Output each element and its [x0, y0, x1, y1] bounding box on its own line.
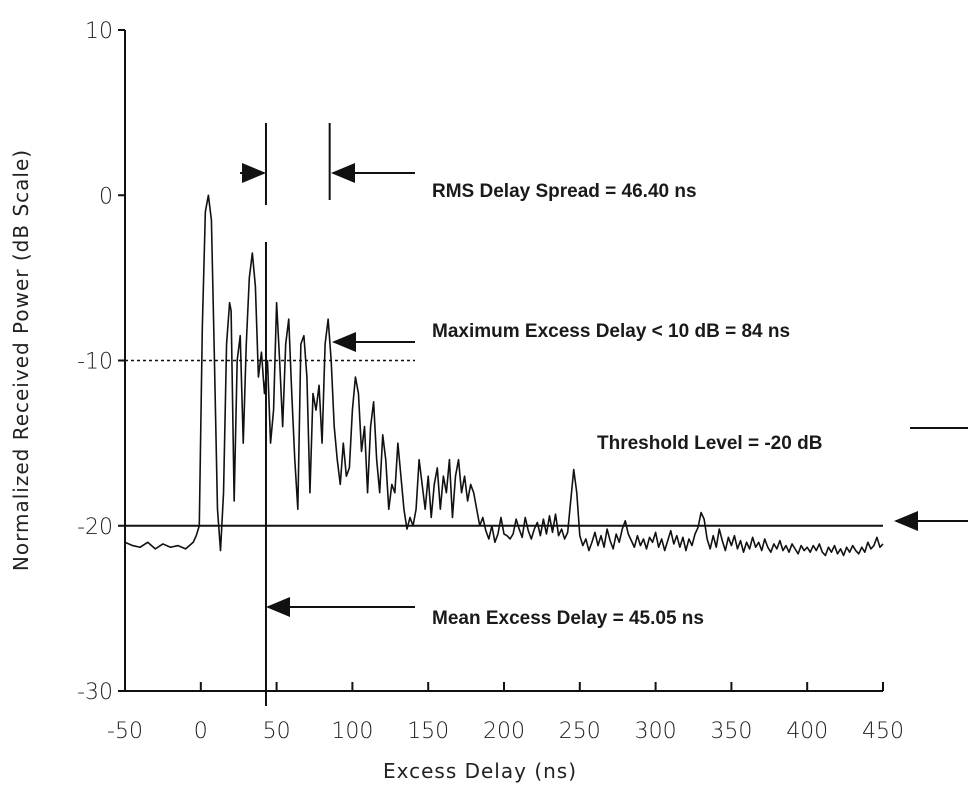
y-tick-label: -10: [77, 350, 113, 375]
x-tick-label: 0: [194, 719, 208, 744]
x-axis-label: Excess Delay (ns): [383, 759, 577, 783]
x-tick-label: -50: [107, 719, 143, 744]
x-tick-label: 400: [786, 719, 828, 744]
y-axis-label: Normalized Received Power (dB Scale): [9, 149, 33, 571]
y-tick-label: 10: [85, 19, 113, 44]
x-tick-label: 150: [407, 719, 449, 744]
annotation: Maximum Excess Delay < 10 dB = 84 ns: [432, 321, 790, 342]
annotation: RMS Delay Spread = 46.40 ns: [432, 181, 697, 202]
x-tick-label: 450: [862, 719, 904, 744]
y-tick-label: -20: [77, 515, 113, 540]
x-tick-label: 200: [483, 719, 525, 744]
annotation: Threshold Level = -20 dB: [597, 433, 822, 454]
annotation: Mean Excess Delay = 45.05 ns: [432, 608, 704, 629]
x-tick-label: 250: [559, 719, 601, 744]
y-tick-label: 0: [99, 184, 113, 209]
y-tick-label: -30: [77, 680, 113, 705]
signal-line: [124, 194, 884, 557]
x-tick-label: 300: [635, 719, 677, 744]
x-tick-label: 100: [331, 719, 373, 744]
x-tick-label: 50: [263, 719, 291, 744]
x-tick-label: 350: [710, 719, 752, 744]
